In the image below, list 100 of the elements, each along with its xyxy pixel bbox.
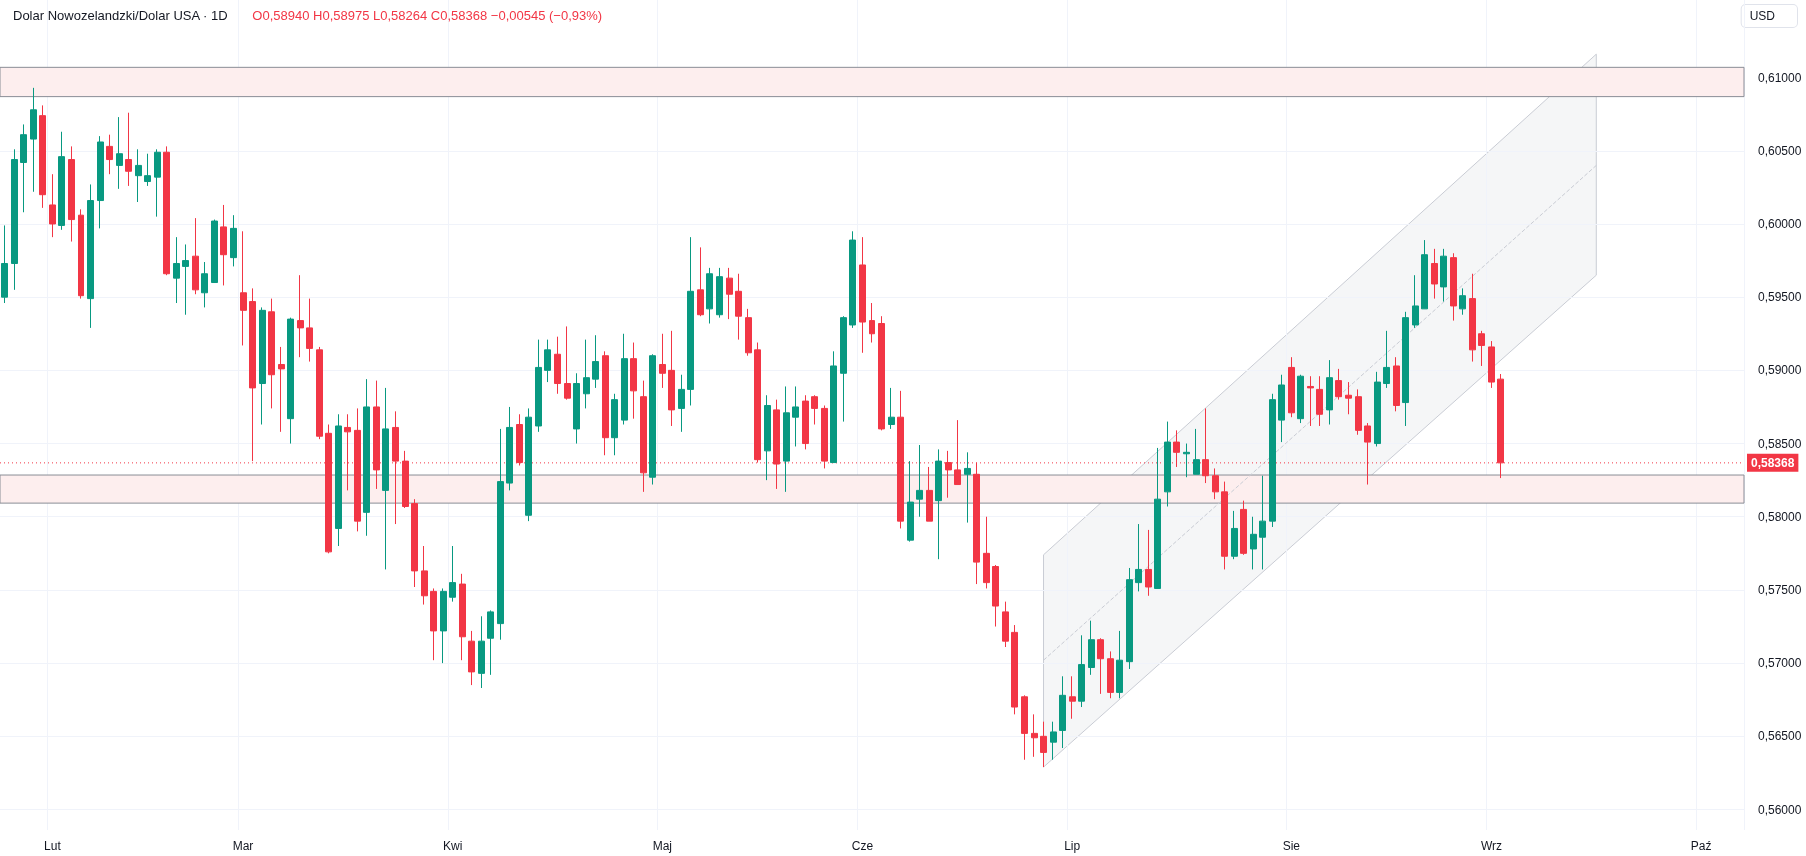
candlestick bbox=[506, 406, 513, 491]
candlestick bbox=[182, 243, 189, 316]
ref-line-label: 0,58368 bbox=[1751, 455, 1795, 470]
candlestick bbox=[1050, 721, 1057, 761]
candlestick bbox=[1345, 381, 1352, 415]
candlestick bbox=[840, 315, 847, 423]
candlestick bbox=[869, 302, 875, 344]
candlestick bbox=[525, 407, 532, 522]
candlestick bbox=[687, 236, 694, 406]
candlestick bbox=[554, 336, 561, 395]
candlestick bbox=[430, 587, 437, 661]
candlestick bbox=[983, 516, 990, 589]
candlestick bbox=[316, 346, 323, 440]
candlestick bbox=[259, 306, 266, 426]
candlestick bbox=[630, 342, 637, 420]
candlestick bbox=[297, 274, 304, 358]
candlestick bbox=[1002, 601, 1009, 648]
candlestick bbox=[1450, 252, 1457, 322]
candlestick bbox=[68, 145, 75, 243]
candlestick bbox=[1011, 624, 1018, 715]
y-tick-label: 0,57000 bbox=[1758, 656, 1802, 671]
x-tick-label: Lut bbox=[44, 839, 62, 853]
candlestick bbox=[716, 267, 723, 319]
y-tick-label: 0,59500 bbox=[1758, 290, 1802, 305]
candlestick bbox=[1088, 620, 1095, 676]
candlestick bbox=[926, 466, 933, 522]
candlestick bbox=[1393, 356, 1400, 412]
candlestick bbox=[1440, 248, 1447, 303]
candlestick bbox=[1278, 374, 1285, 443]
candlestick bbox=[1488, 340, 1495, 389]
candlestick bbox=[306, 298, 313, 363]
x-tick-label: Lip bbox=[1064, 839, 1081, 853]
x-tick-label: Kwi bbox=[443, 839, 463, 853]
candlestick bbox=[1126, 567, 1133, 670]
y-tick-label: 0,58000 bbox=[1758, 509, 1802, 524]
candlestick bbox=[335, 413, 342, 547]
candlestick bbox=[611, 393, 618, 456]
candlestick bbox=[535, 339, 542, 433]
candlestick bbox=[564, 325, 571, 401]
candlestick bbox=[144, 153, 151, 187]
candlestick bbox=[220, 204, 227, 286]
candlestick bbox=[1231, 510, 1238, 560]
candlestick bbox=[106, 134, 113, 175]
candlestick bbox=[621, 333, 628, 426]
y-tick-label: 0,56500 bbox=[1758, 729, 1802, 744]
candlestick bbox=[1459, 287, 1466, 316]
text: Dolar Nowozelandzki/Dolar USA · 1D bbox=[13, 8, 228, 23]
candlestick bbox=[1154, 447, 1161, 589]
candlestick bbox=[1240, 500, 1247, 556]
candlestick bbox=[11, 148, 18, 291]
y-tick-label: 0,58500 bbox=[1758, 436, 1802, 451]
text: O0,58940 H0,58975 L0,58264 C0,58368 −0,00545 (−0,93%) bbox=[252, 8, 603, 23]
candlestick bbox=[859, 236, 866, 354]
candlestick bbox=[135, 148, 142, 203]
candlestick bbox=[878, 315, 885, 431]
candlestick bbox=[1316, 375, 1323, 427]
candlestick bbox=[783, 385, 790, 493]
y-tick-label: 0,61000 bbox=[1758, 70, 1802, 85]
candlestick bbox=[125, 112, 132, 187]
y-tick-label: 0,57500 bbox=[1758, 582, 1802, 597]
candlestick bbox=[697, 246, 704, 317]
candlestick bbox=[30, 87, 37, 193]
candlestick bbox=[830, 350, 837, 464]
candlestick bbox=[1, 224, 8, 304]
candlestick bbox=[173, 236, 180, 304]
x-tick-label: Wrz bbox=[1480, 839, 1503, 853]
candlestick bbox=[1212, 467, 1219, 500]
candlestick bbox=[1326, 359, 1333, 426]
candlestick bbox=[1031, 713, 1038, 758]
y-tick-label: 0,56000 bbox=[1758, 802, 1802, 817]
candlestick bbox=[211, 219, 218, 284]
candlestick bbox=[1145, 529, 1152, 597]
x-tick-label: Paź bbox=[1690, 839, 1712, 853]
candlestick bbox=[278, 346, 285, 433]
candlestick bbox=[154, 148, 161, 218]
candlestick bbox=[821, 404, 828, 469]
candlestick bbox=[20, 123, 27, 213]
candlestick bbox=[440, 587, 447, 664]
candlestick bbox=[1221, 481, 1228, 570]
candlestick bbox=[544, 339, 551, 383]
candlestick bbox=[706, 267, 713, 325]
candlestick bbox=[792, 385, 799, 447]
candlestick bbox=[1307, 375, 1314, 427]
candlestick bbox=[116, 116, 123, 190]
candlestick bbox=[1059, 675, 1066, 749]
candlestick bbox=[230, 214, 237, 267]
y-tick-label: 0,60500 bbox=[1758, 143, 1802, 158]
candlestick bbox=[592, 334, 599, 389]
candlestick bbox=[1250, 516, 1257, 570]
candlestick bbox=[487, 609, 494, 676]
candlestick bbox=[1469, 273, 1476, 363]
candlestick bbox=[745, 308, 752, 357]
candlestick bbox=[1164, 421, 1171, 507]
candlestick bbox=[39, 104, 46, 209]
candlestick bbox=[907, 460, 914, 543]
candlestick bbox=[1402, 311, 1409, 427]
candlestick bbox=[1288, 356, 1295, 418]
candlestick bbox=[1383, 330, 1390, 389]
candlestick bbox=[916, 444, 923, 518]
x-tick-label: Sie bbox=[1282, 839, 1301, 853]
